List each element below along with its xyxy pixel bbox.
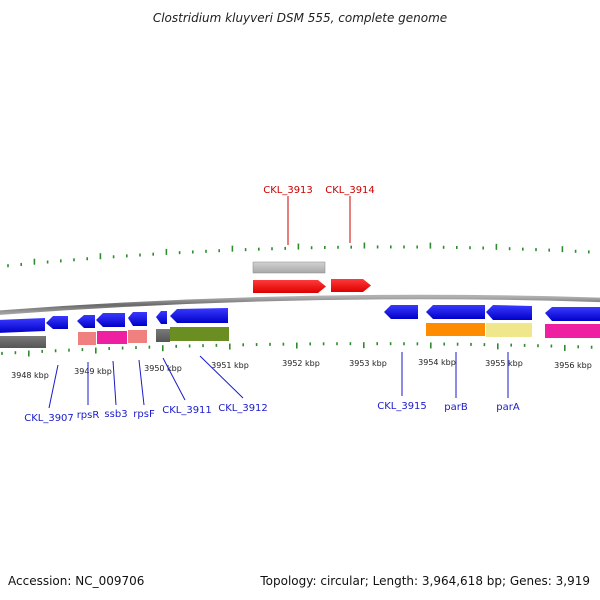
kbp-label: 3950 kbp — [144, 364, 182, 373]
gene-arrow-CKL_3913 — [253, 280, 326, 293]
gene-arrow-CKL_3915 — [384, 305, 418, 319]
gene-feature-cds — [486, 323, 532, 337]
genome-backbone — [0, 294, 600, 315]
kbp-label: 3952 kbp — [282, 359, 320, 368]
genome-title: Clostridium kluyveri DSM 555, complete g… — [153, 11, 447, 25]
leader-line — [162, 357, 186, 401]
kbp-label: 3954 kbp — [418, 358, 456, 367]
leader-line — [199, 355, 244, 399]
gene-label-CKL_3907: CKL_3907 — [24, 413, 74, 424]
gene-arrow-parA — [486, 305, 532, 320]
kbp-label: 3948 kbp — [11, 371, 49, 380]
gene-feature-cds — [252, 261, 326, 274]
gene-label-rpsF: rpsF — [133, 409, 155, 420]
gene-label-CKL_3915: CKL_3915 — [377, 401, 427, 412]
gene-label-ssb3: ssb3 — [104, 409, 127, 420]
gene-label-CKL_3911: CKL_3911 — [162, 405, 212, 416]
gene-feature-cds — [128, 330, 147, 343]
gene-arrow — [545, 307, 600, 321]
gene-feature-cds — [78, 332, 96, 345]
gene-feature-cds — [545, 324, 600, 338]
kbp-scale: 3948 kbp 3949 kbp 3950 kbp 3951 kbp 3952… — [11, 358, 592, 380]
gene-label-CKL_3912: CKL_3912 — [218, 403, 268, 414]
inner-tick-marks — [1, 342, 593, 357]
gene-label-parA: parA — [496, 402, 520, 413]
gene-feature-cds — [0, 336, 46, 348]
accession-text: Accession: NC_009706 — [8, 574, 144, 588]
leader-line — [112, 360, 117, 406]
gene-label-CKL_3914: CKL_3914 — [325, 185, 375, 196]
gene-arrow-parB — [426, 305, 485, 319]
gene-feature-cds — [97, 331, 127, 344]
top-genes — [252, 261, 371, 293]
gene-arrow — [96, 313, 125, 327]
bottom-leaders — [48, 352, 509, 409]
kbp-label: 3956 kbp — [554, 361, 592, 370]
leader-line — [48, 364, 59, 409]
kbp-label: 3953 kbp — [349, 359, 387, 368]
gene-arrow — [46, 316, 68, 329]
topology-text: Topology: circular; Length: 3,964,618 bp… — [259, 574, 590, 588]
kbp-label: 3955 kbp — [485, 359, 523, 368]
gene-arrow — [128, 312, 147, 326]
outer-tick-marks — [7, 242, 590, 268]
bottom-genes — [0, 305, 600, 348]
bottom-gene-labels: CKL_3907 rpsR ssb3 rpsF CKL_3911 CKL_391… — [24, 401, 520, 424]
kbp-label: 3951 kbp — [211, 361, 249, 370]
gene-label-rpsR: rpsR — [77, 410, 100, 421]
gene-arrow — [156, 311, 167, 324]
gene-feature-cds — [170, 327, 229, 341]
gene-label-parB: parB — [444, 402, 468, 413]
gene-arrow-CKL_3914 — [331, 279, 371, 292]
gene-arrow — [0, 318, 45, 333]
gene-feature-cds — [156, 329, 170, 342]
gene-arrow — [77, 315, 95, 328]
kbp-label: 3949 kbp — [74, 367, 112, 376]
gene-label-CKL_3913: CKL_3913 — [263, 185, 313, 196]
gene-arrow — [170, 308, 228, 323]
leader-line — [138, 359, 145, 406]
gene-feature-cds — [426, 323, 485, 336]
